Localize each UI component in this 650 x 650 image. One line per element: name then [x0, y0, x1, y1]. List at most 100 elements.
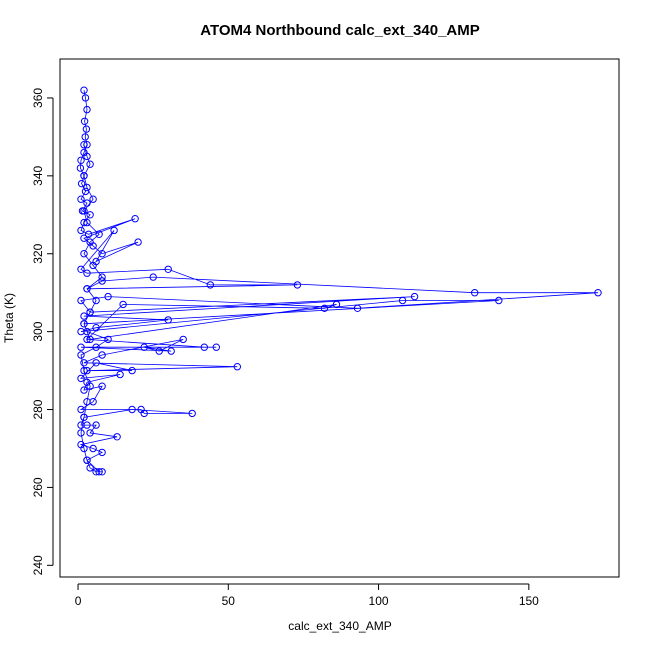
data-point — [92, 324, 100, 332]
data-point — [83, 141, 91, 149]
x-tick-label: 50 — [222, 594, 236, 608]
data-point — [95, 230, 103, 239]
data-point — [83, 366, 91, 375]
data-point — [179, 335, 187, 344]
data-point — [77, 226, 85, 235]
data-point — [164, 316, 172, 324]
data-point — [140, 409, 148, 418]
data-point — [81, 133, 89, 141]
data-point — [92, 421, 100, 429]
data-point — [82, 125, 91, 133]
data-point — [80, 86, 88, 94]
y-tick-label: 260 — [31, 477, 45, 497]
data-point — [86, 382, 94, 390]
data-point — [116, 370, 124, 379]
data-point — [594, 289, 602, 297]
data-point — [113, 433, 121, 441]
data-point — [83, 199, 91, 207]
x-axis-label: calc_ext_340_AMP — [288, 619, 391, 633]
data-point — [77, 374, 85, 383]
data-point — [83, 285, 91, 293]
data-point — [83, 421, 91, 429]
data-point — [80, 218, 88, 227]
data-point — [80, 386, 88, 394]
data-point — [89, 195, 97, 203]
data-point — [83, 456, 91, 464]
data-point — [77, 405, 85, 414]
data-point — [77, 296, 85, 305]
data-point — [77, 156, 85, 165]
data-point — [77, 429, 85, 437]
data-point — [80, 413, 88, 421]
data-point — [140, 343, 148, 351]
data-point — [410, 292, 419, 301]
data-point — [83, 152, 91, 161]
data-point — [77, 343, 85, 351]
data-point — [81, 187, 90, 196]
data-point — [98, 273, 106, 281]
y-tick-label: 300 — [31, 321, 45, 341]
y-axis: 240 260 280 300 320 340 360 — [31, 88, 54, 575]
data-point — [149, 273, 157, 281]
data-point — [233, 363, 242, 371]
data-point — [92, 296, 100, 305]
data-point — [98, 250, 106, 258]
data-point — [80, 250, 88, 258]
x-axis: 0 50 100 150 — [75, 583, 539, 608]
plot-area — [76, 86, 602, 476]
data-point — [86, 464, 94, 472]
data-point — [92, 468, 100, 476]
y-axis-label: Theta (K) — [2, 293, 16, 343]
data-point — [83, 269, 91, 277]
data-point — [86, 160, 94, 168]
data-point — [86, 429, 94, 437]
data-point — [80, 117, 89, 126]
data-point — [293, 281, 302, 289]
y-tick-label: 240 — [31, 555, 45, 575]
data-point — [128, 366, 136, 375]
data-point — [200, 343, 209, 351]
data-point — [83, 218, 91, 227]
plot-frame — [59, 58, 620, 578]
chart-title: ATOM4 Northbound calc_ext_340_AMP — [200, 22, 480, 39]
data-point — [98, 382, 106, 390]
data-point — [92, 343, 100, 351]
series-line — [79, 90, 599, 473]
data-point — [83, 327, 91, 336]
data-point — [80, 141, 88, 149]
data-point — [80, 234, 88, 242]
data-point — [76, 164, 85, 172]
data-point — [77, 351, 85, 359]
data-point — [77, 179, 86, 188]
data-point — [134, 238, 142, 246]
data-point — [92, 359, 100, 367]
data-point — [81, 94, 90, 102]
data-point — [206, 281, 215, 289]
data-point — [131, 215, 139, 223]
data-point — [77, 265, 85, 273]
data-point — [398, 296, 407, 305]
data-point — [119, 300, 127, 309]
data-point — [83, 398, 91, 406]
data-point — [212, 343, 221, 351]
y-tick-label: 280 — [31, 399, 45, 419]
data-point — [164, 265, 172, 273]
data-point — [86, 211, 94, 219]
data-point — [155, 347, 163, 355]
data-point — [110, 226, 118, 235]
x-tick-label: 0 — [75, 594, 82, 608]
data-point — [83, 105, 91, 114]
data-point — [104, 335, 112, 344]
data-point — [83, 335, 91, 344]
data-point — [84, 230, 93, 239]
data-point — [80, 366, 88, 375]
data-point — [98, 277, 106, 285]
data-point — [86, 308, 94, 316]
data-point — [80, 172, 88, 180]
data-point — [89, 261, 97, 270]
data-point — [80, 312, 88, 320]
data-point — [332, 300, 341, 309]
data-point — [128, 405, 136, 414]
y-tick-label: 360 — [31, 88, 45, 108]
data-point — [80, 359, 88, 367]
